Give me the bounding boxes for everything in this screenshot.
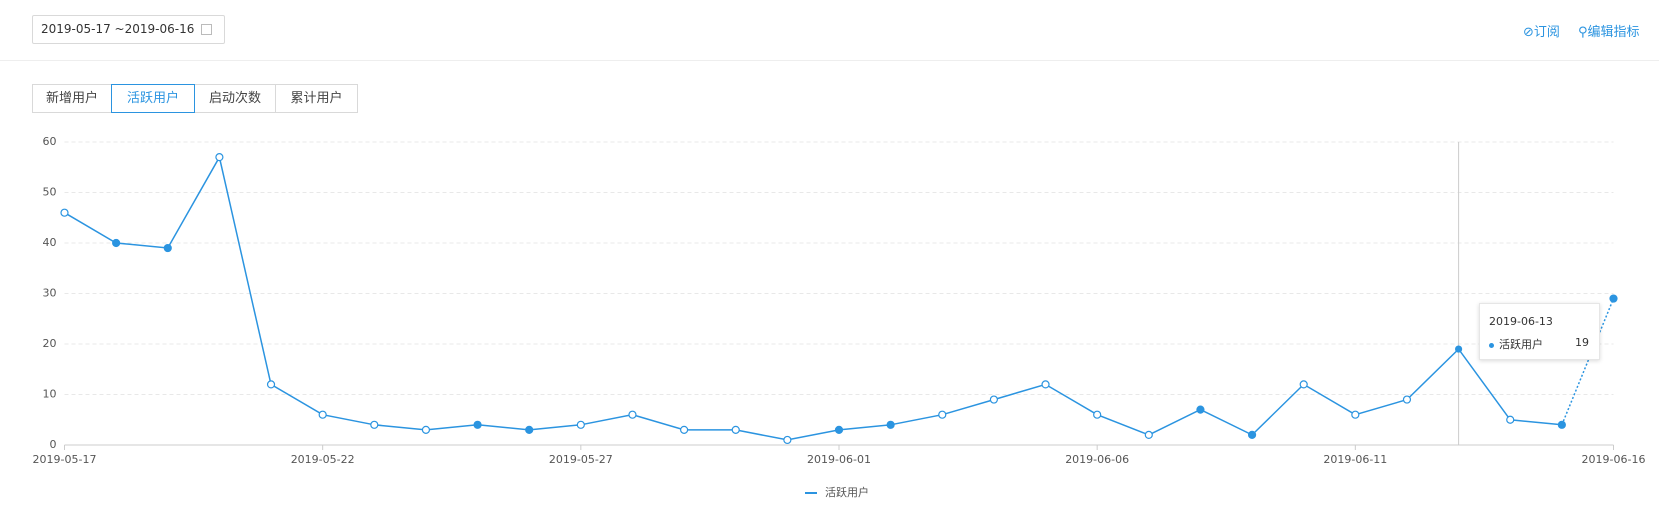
y-tick-label: 50	[43, 186, 57, 199]
data-point	[1557, 420, 1566, 429]
data-point	[679, 425, 689, 434]
data-point	[1247, 430, 1257, 439]
date-range-picker[interactable]: 2019-05-17 ~2019-06-16	[32, 15, 225, 44]
data-point	[1041, 380, 1050, 389]
y-tick-label: 60	[43, 135, 57, 148]
data-point	[731, 425, 740, 434]
data-point	[1506, 415, 1515, 424]
x-tick-label: 2019-05-27	[549, 453, 613, 466]
link-text: 编辑指标	[1587, 25, 1640, 40]
data-point	[525, 425, 534, 434]
tooltip-date: 2019-06-13	[1489, 315, 1553, 328]
x-tick-label: 2019-05-22	[291, 453, 355, 466]
data-point	[60, 208, 69, 217]
data-point	[1144, 430, 1153, 439]
data-point	[628, 410, 637, 419]
subscribe-link[interactable]: ⊘订阅	[1523, 25, 1560, 40]
series-line	[64, 155, 1615, 441]
data-point	[370, 420, 379, 429]
tooltip: 2019-06-13 活跃用户 19	[1479, 303, 1600, 360]
data-point	[989, 395, 999, 404]
data-point	[215, 153, 224, 162]
x-tick-label: 2019-06-16	[1582, 453, 1646, 466]
data-point	[1351, 410, 1360, 419]
link-text: 订阅	[1533, 25, 1560, 40]
x-tick-label: 2019-06-06	[1065, 453, 1129, 466]
tooltip-series: 活跃用户	[1489, 336, 1543, 352]
y-tick-label: 20	[43, 337, 57, 350]
x-tick-label: 2019-06-11	[1323, 453, 1387, 466]
y-tick-label: 30	[43, 287, 57, 300]
tab[interactable]: 新增用户	[32, 84, 112, 113]
x-tick-label: 2019-05-17	[33, 453, 97, 466]
y-tick-label: 10	[43, 388, 57, 401]
calendar-icon	[201, 24, 212, 35]
date-range: 2019-05-17 ~2019-06-16	[41, 22, 195, 36]
data-point	[163, 243, 172, 253]
data-point	[834, 425, 844, 434]
y-tick-label: 40	[43, 236, 57, 249]
data-point	[1454, 345, 1463, 353]
tab[interactable]: 启动次数	[194, 84, 276, 113]
data-point	[1196, 405, 1205, 414]
tab[interactable]: 活跃用户	[111, 84, 195, 113]
data-point	[112, 238, 121, 248]
data-point	[473, 420, 482, 429]
data-point	[318, 410, 327, 419]
edit-link[interactable]: ⚲编辑指标	[1578, 25, 1640, 40]
legend-label: 活跃用户	[825, 485, 869, 499]
tab[interactable]: 累计用户	[275, 84, 358, 113]
tooltip-value: 19	[1575, 336, 1589, 349]
data-point	[1609, 294, 1618, 303]
y-tick-label: 0	[50, 438, 57, 451]
divider	[0, 60, 1659, 61]
data-point	[1402, 395, 1412, 404]
data-point	[421, 425, 431, 434]
x-tick-label: 2019-06-01	[807, 453, 871, 466]
data-point	[1299, 380, 1308, 389]
tooltip-series-name: 活跃用户	[1499, 338, 1543, 351]
data-point	[1093, 410, 1102, 419]
data-point	[783, 435, 792, 445]
data-point	[938, 410, 947, 419]
data-point	[266, 380, 276, 389]
data-point	[886, 420, 895, 429]
data-point	[576, 420, 585, 429]
